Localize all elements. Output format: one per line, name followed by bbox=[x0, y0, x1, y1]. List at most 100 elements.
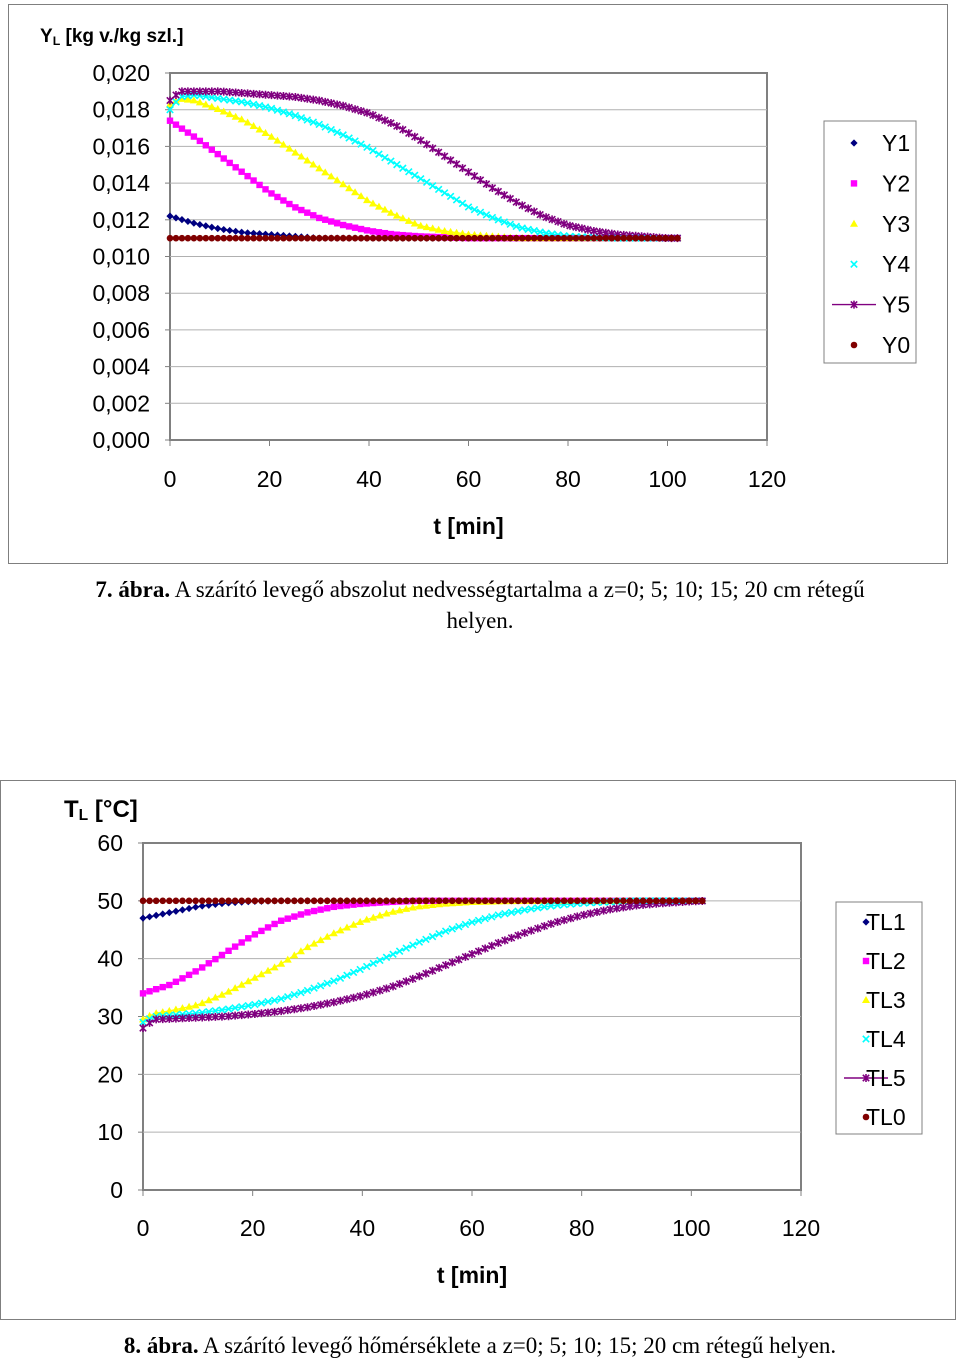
data-point-TL5 bbox=[448, 958, 457, 967]
data-point-TL0 bbox=[455, 897, 463, 905]
data-point-TL1 bbox=[159, 910, 167, 918]
data-point-TL5 bbox=[211, 1012, 220, 1021]
data-point-Y2 bbox=[322, 216, 329, 223]
data-point-TL3 bbox=[329, 929, 338, 937]
data-point-Y5 bbox=[399, 125, 407, 134]
data-point-TL1 bbox=[185, 904, 193, 913]
data-point-Y1 bbox=[238, 228, 246, 236]
data-point-TL5 bbox=[441, 961, 450, 970]
data-point-TL4 bbox=[323, 979, 332, 988]
data-point-TL3 bbox=[191, 1001, 200, 1009]
data-point-Y0 bbox=[268, 234, 275, 242]
data-point-TL3 bbox=[310, 939, 319, 947]
data-point-TL5 bbox=[540, 922, 549, 931]
data-point-TL5 bbox=[409, 974, 417, 983]
figure-7-text-line2: helyen. bbox=[446, 608, 514, 633]
data-point-Y5 bbox=[345, 103, 353, 112]
data-point-TL0 bbox=[580, 897, 588, 905]
data-point-TL3 bbox=[217, 990, 226, 998]
data-point-Y0 bbox=[345, 234, 353, 242]
data-point-Y2 bbox=[280, 197, 287, 204]
data-point-TL5 bbox=[580, 910, 588, 919]
data-point-TL4 bbox=[389, 950, 397, 959]
data-point-TL5 bbox=[428, 966, 437, 975]
data-point-Y1 bbox=[202, 222, 210, 230]
data-point-Y0 bbox=[256, 234, 263, 242]
data-point-TL5 bbox=[257, 1009, 266, 1018]
data-point-TL5 bbox=[165, 1014, 174, 1023]
data-point-TL0 bbox=[271, 897, 278, 905]
data-point-Y3 bbox=[446, 227, 455, 235]
data-point-TL2 bbox=[238, 939, 245, 946]
data-point-TL2 bbox=[304, 909, 311, 916]
data-point-Y3 bbox=[213, 104, 222, 112]
legend-marker-TL1 bbox=[862, 918, 870, 926]
data-point-TL1 bbox=[192, 903, 200, 911]
data-point-TL1 bbox=[165, 909, 173, 917]
data-point-TL0 bbox=[468, 897, 476, 905]
data-point-Y0 bbox=[620, 234, 628, 242]
data-point-TL0 bbox=[264, 897, 272, 905]
x-tick-label: 20 bbox=[240, 1215, 266, 1241]
data-point-TL4 bbox=[231, 1004, 239, 1012]
data-point-TL5 bbox=[520, 928, 529, 937]
data-point-TL4 bbox=[527, 905, 535, 913]
data-point-TL3 bbox=[198, 999, 207, 1007]
data-point-TL5 bbox=[251, 1009, 259, 1018]
data-point-Y0 bbox=[608, 234, 616, 242]
x-tick-label: 40 bbox=[350, 1215, 376, 1241]
legend-label-Y4: Y4 bbox=[882, 251, 910, 277]
data-point-Y4 bbox=[500, 218, 509, 226]
data-point-TL1 bbox=[152, 911, 160, 920]
data-point-Y4 bbox=[309, 118, 318, 126]
data-point-TL4 bbox=[211, 1007, 220, 1015]
data-point-TL3 bbox=[369, 913, 378, 921]
data-point-Y5 bbox=[440, 152, 449, 161]
data-point-TL5 bbox=[606, 905, 614, 914]
data-point-TL0 bbox=[192, 897, 199, 905]
data-point-Y2 bbox=[274, 193, 281, 201]
data-point-Y0 bbox=[471, 234, 478, 242]
data-point-TL2 bbox=[337, 902, 344, 910]
data-point-Y0 bbox=[572, 234, 580, 242]
data-point-TL2 bbox=[310, 907, 318, 915]
figure-7-text: A szárító levegő abszolut nedvességtarta… bbox=[170, 577, 865, 602]
x-tick-label: 120 bbox=[782, 1215, 820, 1241]
data-point-Y0 bbox=[369, 234, 377, 242]
data-point-Y5 bbox=[458, 164, 467, 173]
data-point-TL0 bbox=[383, 897, 390, 905]
data-point-TL1 bbox=[172, 907, 180, 915]
data-point-Y0 bbox=[435, 234, 442, 242]
data-point-Y0 bbox=[244, 234, 251, 242]
data-point-TL0 bbox=[442, 897, 449, 905]
data-point-TL0 bbox=[508, 897, 515, 905]
data-point-TL1 bbox=[198, 902, 206, 910]
data-point-TL3 bbox=[428, 900, 437, 908]
data-point-TL0 bbox=[600, 897, 607, 905]
data-point-Y0 bbox=[489, 234, 496, 242]
y-tick-label: 0 bbox=[110, 1177, 123, 1203]
data-point-Y4 bbox=[351, 137, 359, 145]
data-point-TL4 bbox=[251, 1000, 259, 1009]
data-point-Y0 bbox=[190, 234, 198, 242]
data-point-TL5 bbox=[139, 1024, 147, 1033]
legend-box bbox=[835, 901, 923, 1135]
data-point-TL0 bbox=[258, 897, 265, 905]
data-point-Y3 bbox=[291, 148, 300, 156]
data-point-Y4 bbox=[321, 123, 329, 131]
data-point-Y4 bbox=[440, 189, 449, 197]
data-point-TL5 bbox=[145, 1018, 154, 1027]
data-point-Y5 bbox=[554, 217, 562, 226]
data-point-TL4 bbox=[139, 1018, 147, 1027]
data-point-Y2 bbox=[304, 209, 311, 216]
data-point-TL3 bbox=[402, 904, 411, 912]
x-tick-label: 60 bbox=[456, 466, 482, 492]
y-tick-label: 50 bbox=[97, 888, 123, 914]
data-point-TL3 bbox=[375, 911, 384, 919]
data-point-Y5 bbox=[584, 225, 592, 234]
data-point-Y0 bbox=[423, 234, 431, 242]
data-point-TL4 bbox=[270, 996, 279, 1005]
data-point-Y0 bbox=[399, 234, 407, 242]
data-point-TL0 bbox=[376, 897, 384, 905]
x-tick-label: 80 bbox=[555, 466, 581, 492]
